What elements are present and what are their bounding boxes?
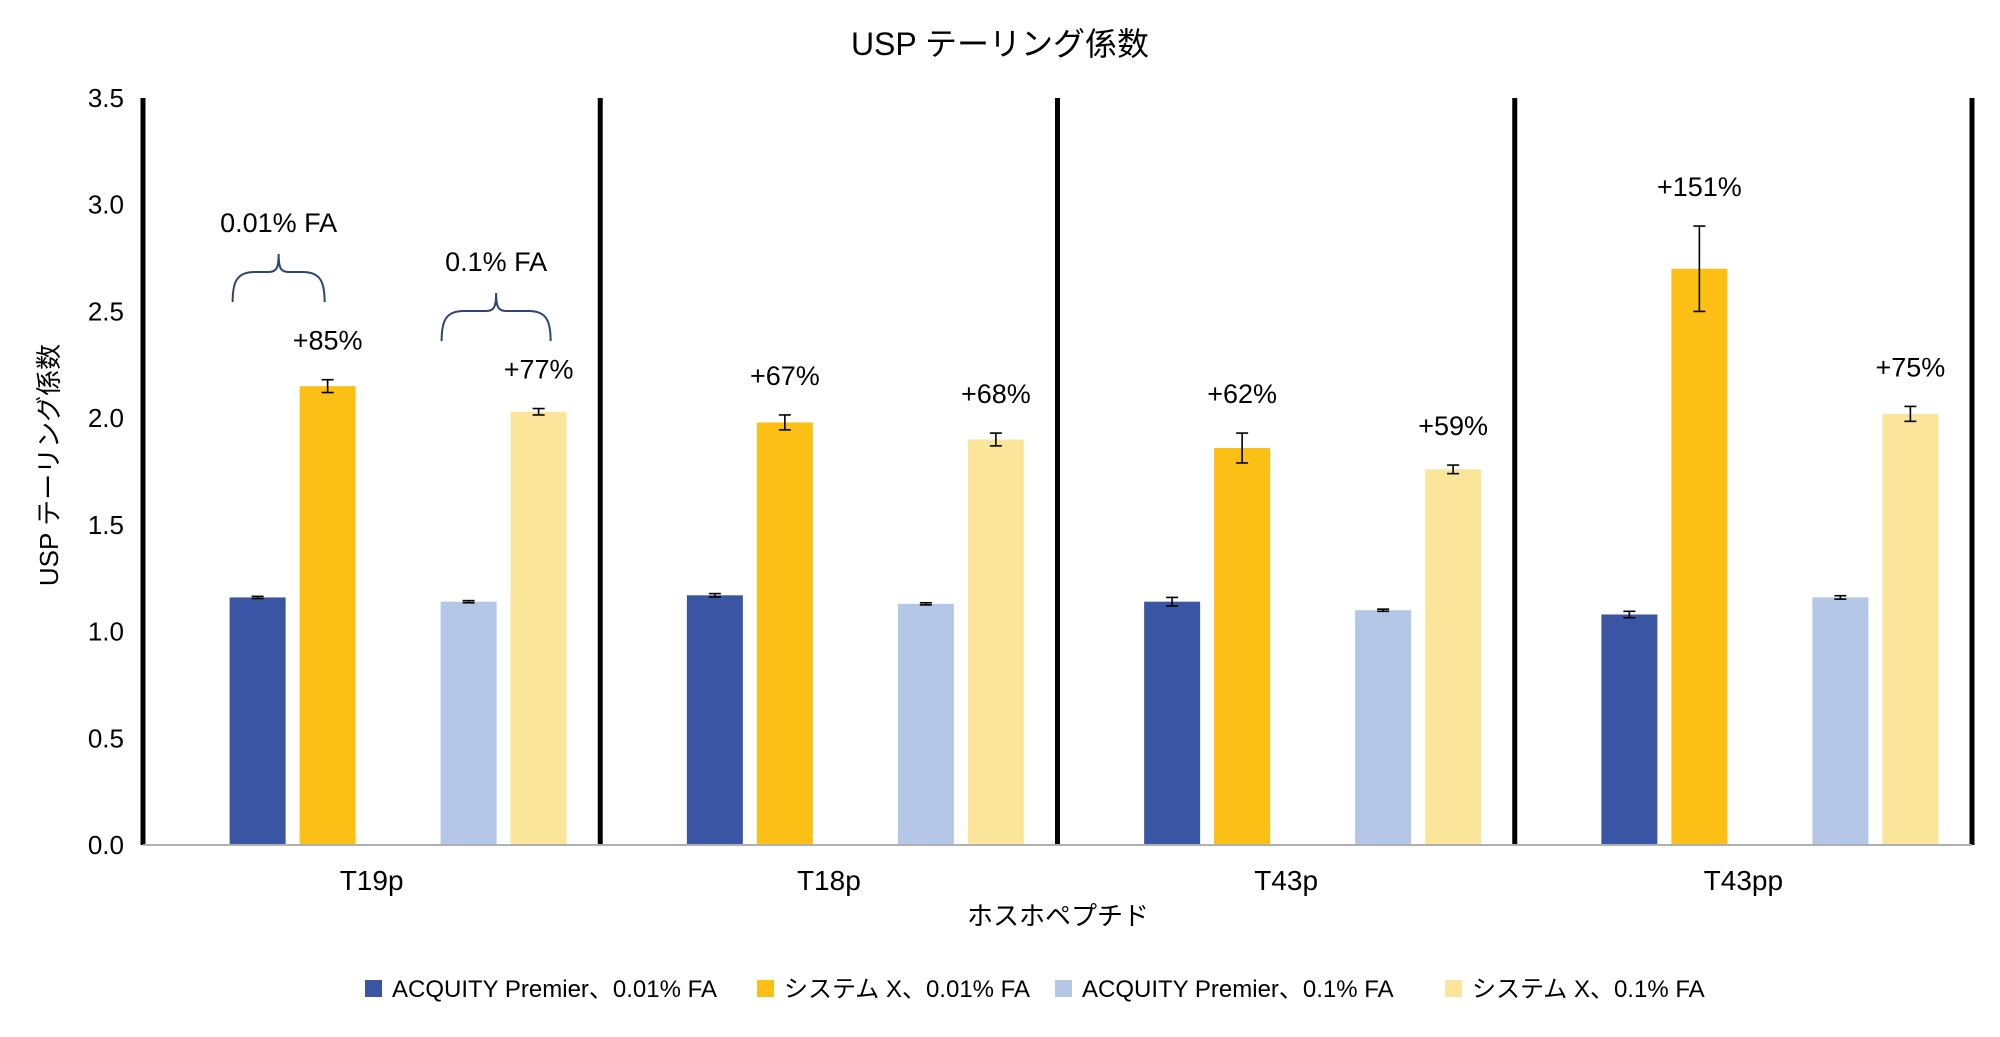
y-tick-label: 0.5 xyxy=(88,723,124,753)
legend: ACQUITY Premier、0.01% FA システム X、0.01% FA A… xyxy=(365,976,1705,1003)
bar xyxy=(1601,614,1658,845)
legend-swatch xyxy=(757,980,774,997)
y-tick-label: 3.5 xyxy=(88,83,124,113)
percent-label: +68% xyxy=(961,379,1031,409)
x-tick-label: T19p xyxy=(340,865,404,896)
bar xyxy=(510,411,567,845)
legend-swatch xyxy=(365,980,382,997)
brace-label: 0.1% FA xyxy=(445,247,547,277)
y-tick-label: 0.0 xyxy=(88,830,124,860)
percent-label: +151% xyxy=(1657,172,1742,202)
y-axis-label: USP テーリング係数 xyxy=(34,344,64,586)
bar xyxy=(1812,597,1869,845)
bar xyxy=(897,603,954,845)
legend-label: システム X、0.01% FA xyxy=(784,976,1030,1003)
legend-label: ACQUITY Premier、0.1% FA xyxy=(1082,976,1394,1003)
y-tick-label: 2.5 xyxy=(88,296,124,326)
bar xyxy=(1144,601,1201,845)
legend-label: ACQUITY Premier、0.01% FA xyxy=(392,976,717,1003)
x-tick-label: T43pp xyxy=(1704,865,1783,896)
y-tick-label: 3.0 xyxy=(88,190,124,220)
brace xyxy=(440,292,552,342)
bar xyxy=(1882,413,1939,845)
bar xyxy=(1671,268,1728,845)
y-tick-label: 1.0 xyxy=(88,617,124,647)
brace-annotations: 0.01% FA 0.1% FA xyxy=(220,208,552,342)
percent-label: +77% xyxy=(504,355,574,385)
x-tick-label: T18p xyxy=(797,865,861,896)
group-separators xyxy=(140,98,1975,845)
bar xyxy=(967,439,1024,845)
y-tick-label: 1.5 xyxy=(88,510,124,540)
y-tick-label: 2.0 xyxy=(88,403,124,433)
bar xyxy=(440,601,497,845)
error-bars xyxy=(251,225,1917,619)
legend-label: システム X、0.1% FA xyxy=(1472,976,1705,1003)
bar xyxy=(686,595,743,845)
bar xyxy=(1425,469,1482,845)
percent-label: +67% xyxy=(750,361,820,391)
brace-label: 0.01% FA xyxy=(220,208,337,238)
percent-label: +75% xyxy=(1875,352,1945,382)
bar xyxy=(299,386,356,845)
legend-swatch xyxy=(1445,980,1462,997)
y-axis-ticks: 0.0 0.5 1.0 1.5 2.0 2.5 3.0 3.5 xyxy=(88,83,124,860)
x-tick-label: T43p xyxy=(1254,865,1318,896)
brace xyxy=(231,253,326,303)
bars xyxy=(229,268,1939,845)
bar xyxy=(756,422,813,845)
x-axis-label: ホスホペプチド xyxy=(967,901,1149,931)
x-axis-ticks: T19p T18p T43p T43pp xyxy=(340,865,1783,896)
percent-label: +85% xyxy=(293,326,363,356)
bar xyxy=(229,597,286,845)
percent-label: +59% xyxy=(1418,411,1488,441)
chart-title: USP テーリング係数 xyxy=(851,26,1149,62)
legend-swatch xyxy=(1055,980,1072,997)
bar xyxy=(1355,610,1412,845)
bar xyxy=(1214,448,1271,845)
percent-annotations: +85% +77% +67% +68% +62% +59% +151% +75% xyxy=(293,172,1946,441)
percent-label: +62% xyxy=(1207,379,1277,409)
